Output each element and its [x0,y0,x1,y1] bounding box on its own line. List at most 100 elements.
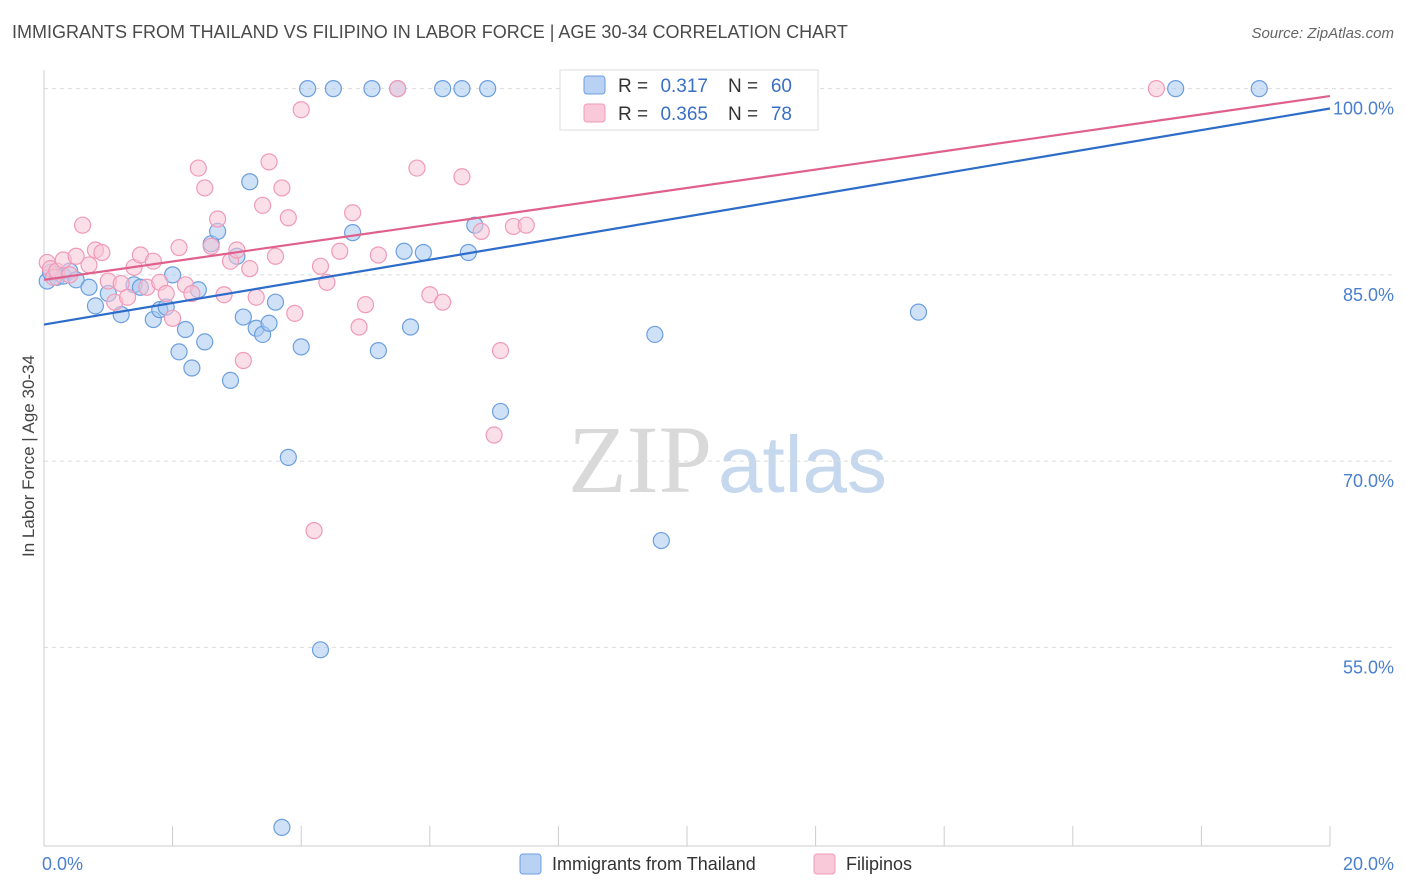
point-thailand [646,325,664,344]
axes [43,70,1331,847]
point-filipinos [491,342,510,360]
chart-title: IMMIGRANTS FROM THAILAND VS FILIPINO IN … [12,22,848,42]
point-filipinos [331,242,349,260]
point-filipinos [311,257,330,275]
point-filipinos [517,216,535,234]
point-filipinos [144,252,162,270]
point-filipinos [73,216,92,234]
point-filipinos [472,222,490,241]
point-filipinos [389,80,407,98]
y-tick-label: 85.0% [1343,285,1394,305]
point-filipinos [80,256,98,274]
point-filipinos [254,196,272,214]
point-thailand [266,293,285,311]
point-thailand [414,243,432,262]
y-tick-label: 100.0% [1333,99,1394,119]
stats-swatch-thailand [583,75,606,95]
point-thailand [395,242,413,260]
legend-swatch-filipinos [813,853,836,875]
point-filipinos [286,304,304,322]
point-thailand [80,278,98,296]
point-thailand [183,359,201,377]
stats-n-label-filipinos: N = [728,104,758,125]
point-thailand [170,343,188,361]
point-filipinos [247,288,265,306]
point-filipinos [228,241,246,259]
stats-n-value-thailand: 60 [771,76,792,97]
point-filipinos [292,101,310,119]
point-filipinos [196,179,214,197]
y-tick-labels: 100.0% 85.0% 70.0% 55.0% [1333,99,1394,678]
point-filipinos [183,284,201,303]
point-filipinos [350,318,368,336]
point-thailand [324,80,342,98]
point-filipinos [421,286,439,304]
stats-n-value-filipinos: 78 [771,104,792,125]
point-filipinos [157,284,175,303]
point-filipinos [434,293,452,311]
point-thailand [241,173,259,191]
point-filipinos [356,296,375,314]
point-thailand [453,80,471,98]
stats-swatch-filipinos [583,103,606,123]
y-axis-label: In Labor Force | Age 30-34 [19,355,38,557]
point-thailand [273,818,291,836]
point-thailand [292,338,310,356]
point-thailand [279,448,297,466]
point-filipinos [93,243,111,262]
stats-r-label-thailand: R = [618,76,648,97]
point-thailand [434,80,452,98]
point-filipinos [164,309,182,327]
point-filipinos [273,179,291,197]
point-filipinos [209,210,227,228]
x-tick-labels: 0.0% 20.0% [42,854,1394,874]
point-filipinos [344,204,362,222]
stats-box: R = 0.317 N = 60 R = 0.365 N = 78 [559,69,819,131]
x-tick-label: 0.0% [42,854,83,874]
point-thailand [234,308,252,326]
point-filipinos [305,522,323,540]
trend-line-filipinos [43,94,1331,281]
point-filipinos [67,247,85,265]
point-thailand [491,402,510,421]
point-thailand [164,266,182,284]
point-filipinos [189,159,207,177]
legend-label-thailand: Immigrants from Thailand [552,854,756,874]
point-thailand [1167,80,1185,98]
watermark-atlas: atlas [718,420,887,509]
point-thailand [260,314,278,332]
point-thailand [652,531,670,550]
legend-swatch-thailand [519,853,542,875]
point-thailand [909,303,928,321]
point-thailand [401,318,420,336]
point-thailand [363,80,381,98]
point-filipinos [170,238,188,257]
point-filipinos [266,247,285,265]
point-filipinos [260,153,278,171]
point-filipinos [369,246,387,264]
x-tick-label: 20.0% [1343,854,1394,874]
stats-r-label-filipinos: R = [618,104,648,125]
legend: Immigrants from Thailand Filipinos [519,853,912,875]
point-filipinos [1147,80,1165,98]
point-thailand [1250,80,1268,98]
stats-n-label-thailand: N = [728,76,758,97]
point-thailand [479,80,497,98]
legend-label-filipinos: Filipinos [846,854,912,874]
point-filipinos [241,260,259,278]
point-thailand [299,80,317,98]
y-tick-label: 70.0% [1343,471,1394,491]
point-filipinos [485,426,503,444]
point-filipinos [408,159,426,177]
point-filipinos [202,237,220,255]
point-thailand [86,297,105,315]
point-thailand [176,320,195,339]
point-thailand [311,641,330,659]
stats-r-value-filipinos: 0.365 [660,104,708,125]
chart-source: Source: ZipAtlas.com [1251,25,1394,42]
trend-lines [43,94,1331,326]
point-filipinos [279,209,297,227]
point-filipinos [234,351,252,370]
